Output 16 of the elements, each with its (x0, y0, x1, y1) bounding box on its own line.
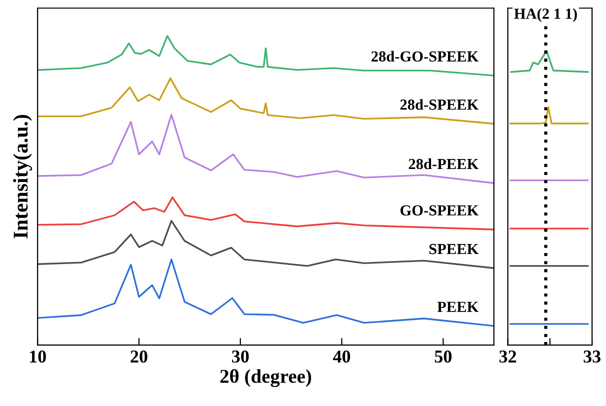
x-axis-title: 2θ (degree) (220, 369, 312, 387)
ref-line-label: HA(2 1 1) (514, 8, 577, 22)
x-tick-label: 33 (584, 350, 600, 363)
x-tick-label: 30 (232, 350, 249, 363)
series-label: 28d-PEEK (408, 158, 479, 170)
x-tick-label: 10 (30, 350, 46, 363)
series-label: PEEK (437, 302, 479, 312)
x-tick-label: 32 (499, 350, 516, 363)
y-axis-title: Intensity(a.u.) (13, 115, 32, 238)
series-label: 28d-GO-SPEEK (372, 50, 479, 62)
x-tick-label: 40 (333, 350, 350, 363)
series-label: SPEEK (429, 244, 479, 254)
series-label: GO-SPEEK (400, 205, 479, 216)
series-label: 28d-SPEEK (400, 99, 479, 110)
x-tick-label: 20 (130, 350, 148, 363)
x-tick-label: 50 (434, 350, 452, 363)
